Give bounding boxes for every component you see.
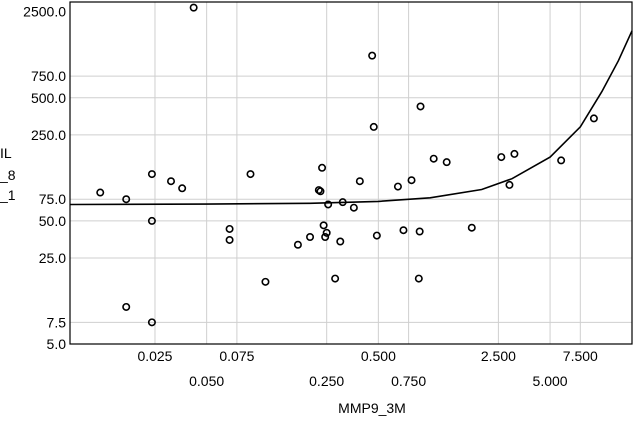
grid-lines (70, 2, 632, 344)
data-point (407, 176, 416, 185)
y-axis-ticks: 2500.0 750.0 500.0 250.0 75.0 50.0 25.0 7.5 5.0 (23, 4, 66, 352)
data-point (225, 224, 234, 233)
data-point (147, 170, 156, 179)
x-tick-label: 5.000 (533, 373, 568, 389)
data-point (355, 177, 364, 186)
data-point (306, 232, 315, 241)
x-axis-ticks: 0.025 0.075 0.500 2.500 7.500 0.050 0.250 0.750… (137, 348, 598, 389)
data-point (319, 221, 328, 230)
data-point (429, 154, 438, 163)
data-point (331, 274, 340, 283)
y-axis-label-line-3: _1 (0, 187, 16, 203)
data-point (321, 232, 330, 241)
y-tick-label: 25.0 (39, 250, 66, 266)
x-tick-label: 2.500 (481, 348, 516, 364)
y-tick-label: 50.0 (39, 213, 66, 229)
data-point (189, 3, 198, 12)
data-point (414, 274, 423, 283)
y-axis-label-line-1: IL (0, 145, 12, 161)
data-point (318, 163, 327, 172)
data-point (178, 184, 187, 193)
x-tick-label: 0.250 (309, 373, 344, 389)
y-tick-label: 5.0 (47, 336, 67, 352)
y-tick-label: 2500.0 (23, 4, 66, 20)
x-tick-label: 0.025 (137, 348, 172, 364)
data-point (338, 198, 347, 207)
data-point (505, 180, 514, 189)
x-tick-label: 0.050 (189, 373, 224, 389)
y-axis-label-line-2: _8 (0, 167, 16, 183)
data-point (467, 223, 476, 232)
data-point (415, 227, 424, 236)
y-tick-label: 7.5 (47, 314, 67, 330)
data-point (293, 240, 302, 249)
data-point (557, 156, 566, 165)
data-point (349, 203, 358, 212)
data-point (510, 149, 519, 158)
data-point (393, 182, 402, 191)
data-point (261, 277, 270, 286)
data-point (122, 302, 131, 311)
data-points (96, 3, 598, 327)
data-point (167, 177, 176, 186)
data-point (316, 187, 325, 196)
data-point (246, 170, 255, 179)
data-point (96, 188, 105, 197)
data-point (324, 200, 333, 209)
data-point (147, 318, 156, 327)
data-point (416, 102, 425, 111)
data-point (442, 158, 451, 167)
y-tick-label: 500.0 (31, 90, 66, 106)
data-point (497, 153, 506, 162)
y-tick-label: 750.0 (31, 68, 66, 84)
data-point (369, 122, 378, 131)
x-tick-label: 7.500 (563, 348, 598, 364)
data-point (336, 237, 345, 246)
data-point (225, 235, 234, 244)
data-point (147, 216, 156, 225)
x-tick-label: 0.075 (219, 348, 254, 364)
x-tick-label: 0.500 (361, 348, 396, 364)
x-tick-label: 0.750 (391, 373, 426, 389)
fit-curve (69, 30, 633, 206)
y-tick-label: 75.0 (39, 191, 66, 207)
data-point (372, 231, 381, 240)
data-point (122, 195, 131, 204)
data-point (322, 228, 331, 237)
data-point (368, 51, 377, 60)
y-tick-label: 250.0 (31, 127, 66, 143)
data-point (589, 114, 598, 123)
plot-frame (69, 1, 633, 345)
x-axis-label: MMP9_3M (338, 400, 406, 416)
data-point (399, 226, 408, 235)
